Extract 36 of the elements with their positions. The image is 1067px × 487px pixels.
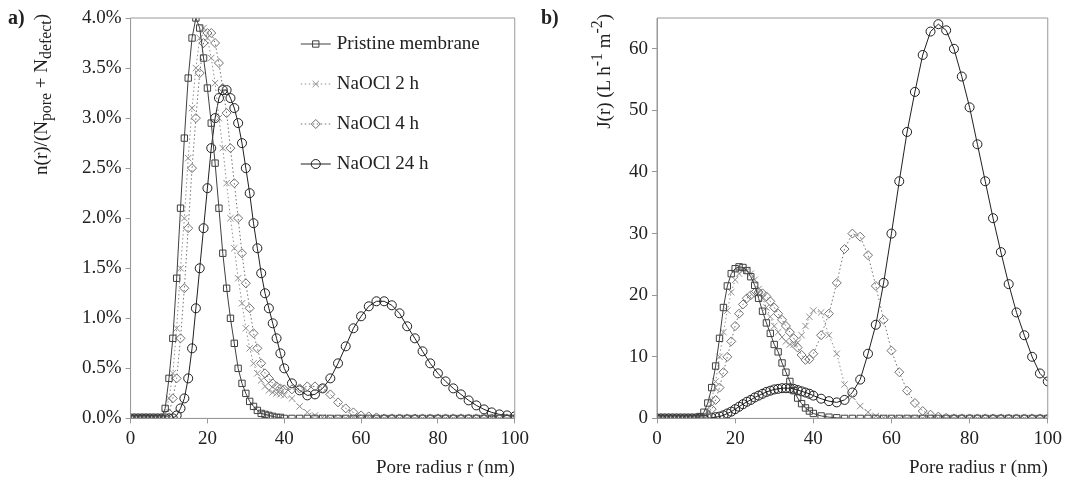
- y-tick-label: 4.0%: [82, 5, 122, 27]
- legend-label: NaOCl 2 h: [336, 71, 420, 93]
- y-tick-label: 10: [629, 344, 648, 366]
- x-tick-label: 40: [803, 426, 823, 448]
- y-tick-label: 40: [629, 159, 648, 181]
- x-axis-title: Pore radius r (nm): [908, 455, 1048, 478]
- x-tick-label: 60: [881, 426, 901, 448]
- legend-label: NaOCl 4 h: [336, 111, 420, 133]
- x-axis-title: Pore radius r (nm): [375, 455, 515, 478]
- y-tick-label: 1.5%: [82, 256, 122, 278]
- x-tick-label: 20: [197, 426, 217, 448]
- y-tick-label: 0.5%: [82, 356, 122, 378]
- y-tick-label: 60: [629, 36, 648, 58]
- x-tick-label: 40: [274, 426, 294, 448]
- x-tick-label: 0: [125, 426, 136, 448]
- x-tick-label: 80: [428, 426, 448, 448]
- chart-title: a): [8, 6, 25, 29]
- y-tick-label: 2.5%: [82, 156, 122, 178]
- y-tick-label: 3.5%: [82, 56, 122, 78]
- x-tick-label: 100: [1033, 426, 1062, 448]
- y-tick-label: 3.0%: [82, 106, 122, 128]
- x-tick-label: 60: [351, 426, 371, 448]
- x-tick-label: 0: [652, 426, 662, 448]
- y-tick-label: 2.0%: [82, 206, 122, 228]
- y-tick-label: 50: [629, 98, 648, 120]
- chart-title: b): [541, 6, 559, 29]
- y-tick-label: 0: [638, 406, 648, 428]
- legend-label: Pristine membrane: [336, 31, 480, 53]
- y-tick-label: 30: [629, 221, 648, 243]
- x-tick-label: 80: [960, 426, 980, 448]
- x-tick-label: 20: [725, 426, 745, 448]
- y-tick-label: 20: [629, 283, 648, 305]
- y-tick-label: 0.0%: [82, 406, 122, 428]
- x-tick-label: 100: [500, 426, 529, 448]
- legend-label: NaOCl 24 h: [336, 151, 430, 173]
- y-tick-label: 1.0%: [82, 306, 122, 328]
